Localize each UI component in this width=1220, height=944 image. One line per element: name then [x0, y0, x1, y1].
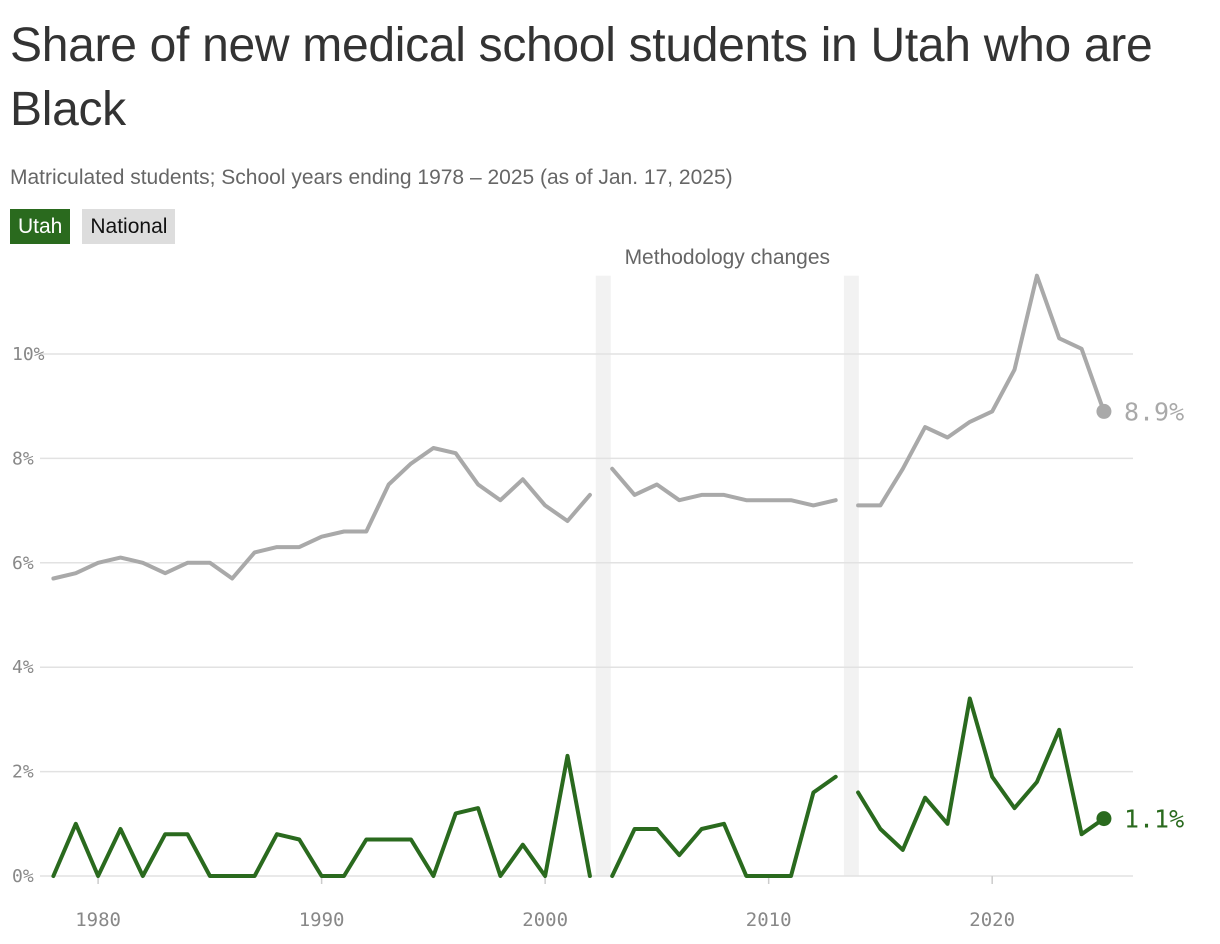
series-lines: [51, 273, 1106, 878]
x-tick-label: 2010: [746, 909, 792, 931]
legend: Utah National: [10, 209, 176, 244]
x-tick-label: 2020: [969, 909, 1015, 931]
end-point-national: [1096, 403, 1112, 419]
y-tick-label: 2%: [12, 762, 34, 783]
end-labels: 8.9% 1.1%: [1096, 397, 1184, 834]
chart-subtitle: Matriculated students; School years endi…: [10, 166, 733, 189]
y-tick-label: 6%: [12, 553, 34, 574]
x-tick-label: 2000: [522, 909, 568, 931]
series-line-national-3: [856, 273, 1106, 508]
y-tick-label: 8%: [12, 448, 34, 469]
methodology-band-1: [595, 275, 611, 876]
end-point-utah: [1096, 811, 1112, 827]
annotation-methodology: Methodology changes: [625, 246, 830, 269]
methodology-bands: [595, 275, 859, 876]
x-axis: 1980 1990 2000 2010 2020: [75, 876, 1015, 931]
legend-utah: Utah: [10, 209, 71, 244]
y-tick-label: 10%: [12, 344, 45, 365]
y-tick-label: 0%: [12, 866, 34, 887]
gridlines: [40, 353, 1133, 877]
series-line-national-1: [51, 446, 592, 581]
end-label-utah: 1.1%: [1124, 805, 1184, 834]
series-line-utah-3: [856, 696, 1106, 852]
series-line-utah-1: [51, 753, 592, 878]
x-tick-label: 1980: [75, 909, 121, 931]
methodology-band-2: [843, 275, 859, 876]
legend-national: National: [82, 209, 176, 244]
y-tick-label: 4%: [12, 657, 34, 678]
series-line-utah-2: [610, 774, 838, 878]
x-tick-label: 1990: [299, 909, 345, 931]
end-label-national: 8.9%: [1124, 397, 1184, 426]
chart-title: Share of new medical school students in …: [10, 19, 1153, 136]
y-axis: 0% 2% 4% 6% 8% 10%: [12, 344, 45, 887]
series-line-national-2: [610, 466, 838, 508]
